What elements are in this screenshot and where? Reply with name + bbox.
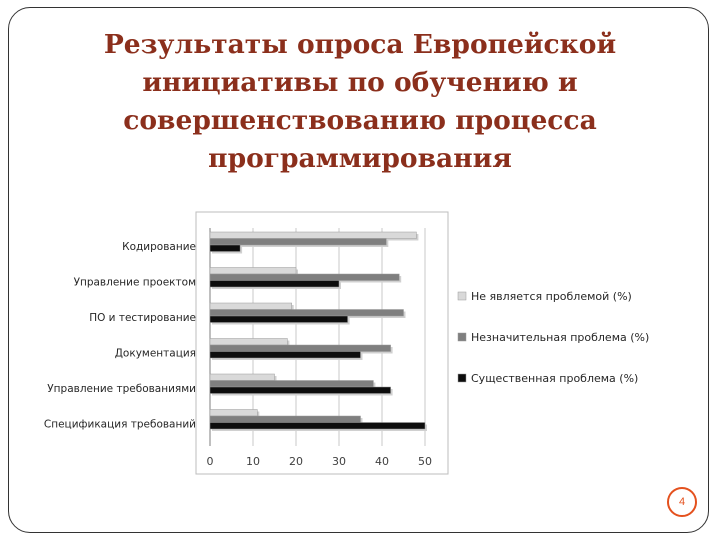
slide-title-line: инициативы по обучению и <box>142 67 578 98</box>
x-tick-label: 50 <box>418 455 432 468</box>
bar <box>209 422 426 430</box>
x-tick-label: 0 <box>207 455 214 468</box>
legend-swatch <box>457 373 467 383</box>
bar <box>209 338 288 346</box>
bar <box>209 380 374 388</box>
category-label: Кодирование <box>122 241 196 253</box>
bar <box>209 244 241 252</box>
legend-label: Незначительная проблема (%) <box>471 331 649 344</box>
category-label: Спецификация требований <box>44 419 196 431</box>
page-number: 4 <box>678 496 686 508</box>
category-label: Управление требованиями <box>47 383 196 395</box>
bar <box>209 386 391 394</box>
bar <box>209 231 417 239</box>
bar <box>209 309 404 317</box>
bar <box>209 267 297 275</box>
bar <box>209 280 340 288</box>
slide-title-line: Результаты опроса Европейской <box>103 29 617 60</box>
page-number-badge: 4 <box>667 487 697 517</box>
legend-swatch <box>457 332 467 342</box>
x-tick-label: 30 <box>332 455 346 468</box>
bar <box>209 409 258 417</box>
x-tick-label: 40 <box>375 455 389 468</box>
bar <box>209 273 400 281</box>
category-label: Управление проектом <box>74 277 196 289</box>
x-tick-label: 10 <box>246 455 260 468</box>
category-label: ПО и тестирование <box>89 312 196 324</box>
legend-swatch <box>457 291 467 301</box>
x-tick-label: 20 <box>289 455 303 468</box>
legend-label: Не является проблемой (%) <box>471 290 632 303</box>
bar <box>209 351 361 359</box>
bar <box>209 344 391 352</box>
slide-title: Результаты опроса Европейской инициативы… <box>40 26 680 178</box>
slide-title-line: программирования <box>208 143 512 174</box>
bar <box>209 302 292 310</box>
bar <box>209 373 275 381</box>
bar <box>209 238 387 246</box>
bar <box>209 415 361 423</box>
category-label: Документация <box>115 348 196 360</box>
slide-frame <box>8 7 709 533</box>
bar <box>209 315 348 323</box>
legend-label: Существенная проблема (%) <box>471 372 638 385</box>
slide-title-line: совершенствованию процесса <box>123 105 597 136</box>
